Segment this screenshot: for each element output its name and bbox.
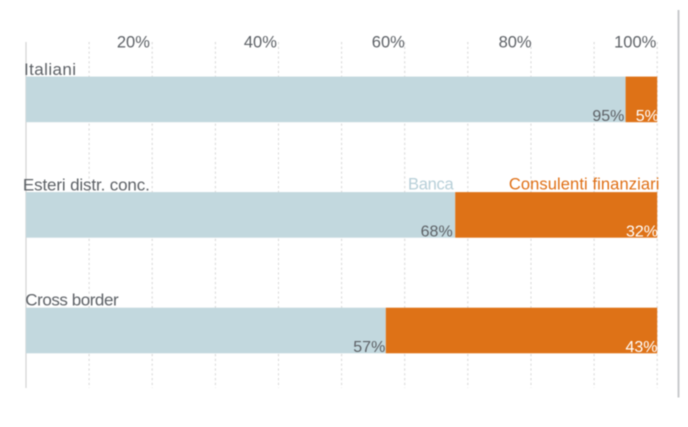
svg-text:68%: 68% [421,224,453,241]
svg-text:32%: 32% [626,224,658,241]
svg-text:Italiani: Italiani [24,60,77,79]
svg-text:95%: 95% [592,108,624,125]
svg-text:100%: 100% [614,34,657,52]
svg-text:40%: 40% [244,34,277,52]
svg-text:80%: 80% [499,34,532,52]
svg-text:Banca: Banca [408,175,455,193]
svg-text:Consulenti finanziari: Consulenti finanziari [509,175,660,193]
svg-text:43%: 43% [625,339,657,356]
svg-text:20%: 20% [117,34,150,52]
svg-text:Cross border: Cross border [25,291,119,310]
svg-text:60%: 60% [372,34,405,52]
svg-text:Esteri distr. conc.: Esteri distr. conc. [23,175,150,194]
svg-text:5%: 5% [636,108,659,125]
svg-text:57%: 57% [353,339,385,356]
